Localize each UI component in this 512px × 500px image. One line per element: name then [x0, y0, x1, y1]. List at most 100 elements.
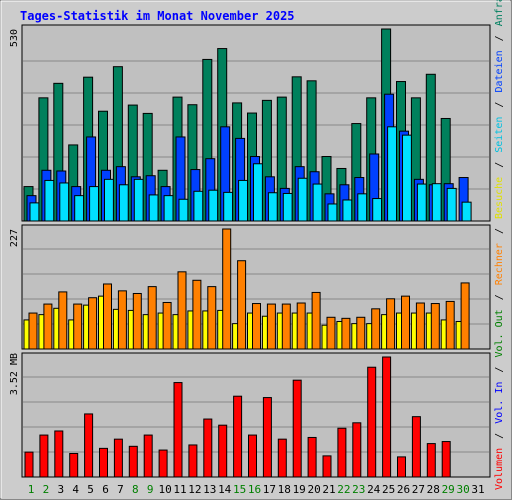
day-label-12: 12	[188, 483, 201, 496]
bar-rechner-day-23	[356, 316, 366, 350]
bar-rechner-day-27	[415, 302, 425, 350]
bar-seiten-day-30	[461, 201, 472, 222]
bar-seiten-day-24	[372, 198, 383, 222]
day-label-13: 13	[203, 483, 216, 496]
bar-seiten-day-1	[29, 202, 40, 222]
bar-seiten-day-7	[118, 184, 129, 222]
bar-seiten-day-11	[178, 198, 189, 222]
day-label-23: 23	[352, 483, 365, 496]
bar-volumen-day-23	[352, 422, 362, 478]
bar-volumen-day-29	[441, 441, 451, 478]
bar-volumen-day-3	[54, 430, 64, 478]
visits-bars	[23, 228, 470, 350]
legend-vol-in: Vol. In	[494, 382, 505, 424]
legend-slash: /	[494, 433, 505, 439]
legend-slash: /	[494, 367, 505, 373]
bar-seiten-day-12	[193, 190, 204, 222]
legend-slash: /	[494, 35, 505, 41]
bar-seiten-day-17	[267, 192, 278, 222]
day-label-4: 4	[72, 483, 79, 496]
bar-volumen-day-9	[143, 434, 153, 478]
bar-volumen-day-4	[69, 452, 79, 478]
bar-rechner-day-7	[117, 290, 127, 350]
legend-slash: /	[494, 228, 505, 234]
bar-rechner-day-29	[445, 300, 455, 350]
bar-volumen-day-27	[411, 416, 421, 478]
bar-seiten-day-18	[282, 192, 293, 222]
day-label-21: 21	[322, 483, 335, 496]
chart-title: Tages-Statistik im Monat November 2025	[20, 9, 295, 23]
day-label-28: 28	[427, 483, 440, 496]
bar-seiten-day-3	[59, 182, 70, 222]
bar-rechner-day-4	[73, 303, 83, 350]
legend-slash: /	[494, 162, 505, 168]
bar-rechner-day-10	[162, 301, 172, 350]
bar-volumen-day-7	[113, 438, 123, 478]
legend-rechner: Rechner	[494, 243, 505, 285]
bar-rechner-day-5	[88, 297, 98, 350]
bar-volumen-day-24	[367, 366, 377, 478]
day-label-22: 22	[337, 483, 350, 496]
day-label-29: 29	[442, 483, 455, 496]
volume-ymax-label: 3.52 MB	[9, 353, 20, 395]
day-label-6: 6	[102, 483, 109, 496]
bar-rechner-day-8	[132, 292, 142, 350]
day-label-18: 18	[278, 483, 291, 496]
bar-rechner-day-19	[296, 302, 306, 350]
bar-volumen-day-14	[218, 424, 228, 478]
day-label-11: 11	[173, 483, 186, 496]
bar-seiten-day-8	[133, 178, 144, 222]
day-label-8: 8	[132, 483, 139, 496]
bar-volumen-day-15	[233, 395, 243, 478]
bar-volumen-day-19	[292, 379, 302, 478]
legend-anfragen: Anfragen	[494, 0, 505, 26]
bar-rechner-day-24	[371, 308, 381, 350]
bar-volumen-day-5	[84, 413, 94, 478]
day-label-27: 27	[412, 483, 425, 496]
day-label-26: 26	[397, 483, 410, 496]
bar-seiten-day-13	[208, 189, 219, 222]
bar-seiten-day-28	[431, 183, 442, 222]
bar-seiten-day-29	[446, 187, 457, 222]
bar-rechner-day-20	[311, 291, 321, 350]
day-label-17: 17	[263, 483, 276, 496]
day-label-5: 5	[87, 483, 94, 496]
day-label-30: 30	[456, 483, 469, 496]
bar-rechner-day-22	[341, 317, 351, 350]
day-label-9: 9	[147, 483, 154, 496]
visits-ymax-label: 227	[9, 229, 20, 247]
bar-rechner-day-13	[207, 286, 217, 350]
bar-seiten-day-27	[416, 183, 427, 222]
day-label-7: 7	[117, 483, 124, 496]
bar-volumen-day-26	[397, 456, 406, 478]
bar-seiten-day-5	[89, 186, 100, 222]
legend-slash: /	[494, 294, 505, 300]
bar-rechner-day-28	[430, 303, 440, 350]
bar-seiten-day-15	[238, 179, 249, 222]
day-label-31: 31	[471, 483, 484, 496]
bar-seiten-day-9	[148, 194, 159, 222]
day-label-10: 10	[158, 483, 171, 496]
bar-volumen-day-18	[277, 438, 287, 478]
bar-volumen-day-25	[382, 356, 392, 478]
bar-rechner-day-1	[28, 312, 38, 350]
bar-seiten-day-20	[312, 183, 323, 222]
day-label-3: 3	[57, 483, 64, 496]
bar-seiten-day-21	[327, 203, 338, 222]
bar-rechner-day-30	[460, 282, 470, 350]
bar-volumen-day-16	[248, 434, 257, 478]
bar-seiten-day-4	[74, 195, 85, 222]
bar-seiten-day-14	[223, 191, 234, 222]
bar-rechner-day-9	[147, 286, 157, 350]
day-label-25: 25	[382, 483, 395, 496]
bar-rechner-day-11	[177, 271, 187, 350]
bar-seiten-day-16	[253, 163, 263, 222]
day-labels: 1 2 3 4 5 6 7 8 9 10 11 12 13 14 15 16 17 18 19 20 21 22 23 24 2…	[28, 483, 485, 496]
bar-volumen-day-17	[262, 397, 272, 478]
bar-rechner-day-16	[252, 303, 261, 350]
legend-seiten: Seiten	[494, 117, 505, 153]
legend-dateien: Dateien	[494, 50, 505, 92]
requests-bars	[23, 28, 472, 222]
